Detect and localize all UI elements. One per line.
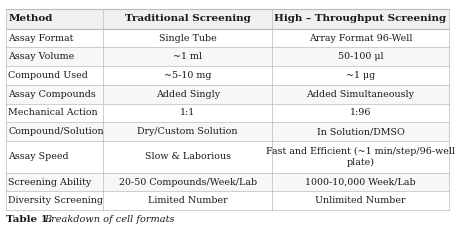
Text: Compound Used: Compound Used <box>8 71 88 80</box>
Text: 1:96: 1:96 <box>350 108 371 117</box>
Bar <box>6 47 449 66</box>
Text: Assay Speed: Assay Speed <box>8 152 69 161</box>
Bar <box>6 122 449 141</box>
Text: Array Format 96-Well: Array Format 96-Well <box>309 34 412 42</box>
Bar <box>6 141 449 173</box>
Text: Added Simultaneously: Added Simultaneously <box>307 90 415 99</box>
Text: Traditional Screening: Traditional Screening <box>125 14 251 23</box>
Text: Assay Volume: Assay Volume <box>8 52 74 61</box>
Text: Assay Compounds: Assay Compounds <box>8 90 96 99</box>
Text: Screening Ability: Screening Ability <box>8 178 91 186</box>
Text: High – Throughput Screening: High – Throughput Screening <box>274 14 447 23</box>
Text: 1:1: 1:1 <box>180 108 195 117</box>
Bar <box>6 85 449 103</box>
Text: ~1 μg: ~1 μg <box>346 71 375 80</box>
Text: Added Singly: Added Singly <box>155 90 220 99</box>
Text: Slow & Laborious: Slow & Laborious <box>145 152 231 161</box>
Text: Fast and Efficient (~1 min/step/96-well
plate): Fast and Efficient (~1 min/step/96-well … <box>266 147 455 167</box>
Text: Breakdown of cell formats: Breakdown of cell formats <box>45 215 175 224</box>
Text: Single Tube: Single Tube <box>159 34 217 42</box>
Text: 20-50 Compounds/Week/Lab: 20-50 Compounds/Week/Lab <box>118 178 257 186</box>
Bar <box>6 66 449 85</box>
Text: Assay Format: Assay Format <box>8 34 73 42</box>
Bar <box>6 192 449 210</box>
Bar <box>6 8 449 29</box>
Bar <box>6 103 449 122</box>
Text: Table 1.: Table 1. <box>6 215 52 224</box>
Text: Compound/Solution: Compound/Solution <box>8 127 104 136</box>
Text: Diversity Screening: Diversity Screening <box>8 196 103 205</box>
Text: Unlimited Number: Unlimited Number <box>315 196 406 205</box>
Text: Mechanical Action: Mechanical Action <box>8 108 98 117</box>
Text: ~5-10 mg: ~5-10 mg <box>164 71 211 80</box>
Text: 50-100 μl: 50-100 μl <box>338 52 383 61</box>
Text: In Solution/DMSO: In Solution/DMSO <box>317 127 404 136</box>
Bar <box>6 173 449 192</box>
Text: ~1 ml: ~1 ml <box>173 52 202 61</box>
Text: 1000-10,000 Week/Lab: 1000-10,000 Week/Lab <box>305 178 416 186</box>
Text: Method: Method <box>8 14 53 23</box>
Bar <box>6 29 449 47</box>
Text: Dry/Custom Solution: Dry/Custom Solution <box>137 127 238 136</box>
Text: Limited Number: Limited Number <box>148 196 228 205</box>
